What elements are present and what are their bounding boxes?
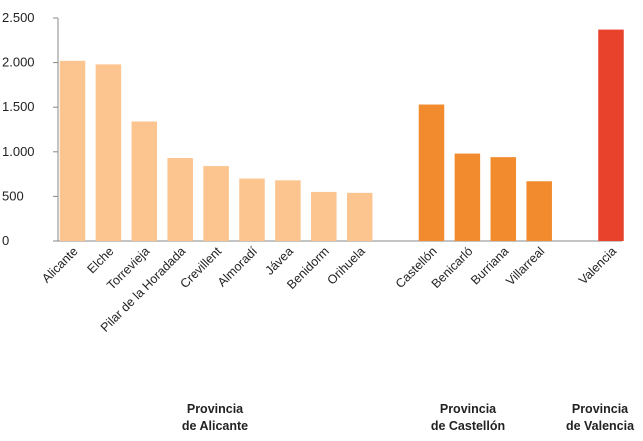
bar <box>239 178 265 241</box>
bar <box>490 157 517 241</box>
bar <box>131 121 158 241</box>
group-label-line1: Provincia <box>186 402 244 416</box>
group-label-line1: Provincia <box>571 402 629 416</box>
group-label-line1: Provincia <box>439 402 497 416</box>
bar <box>311 191 337 241</box>
category-label: Valencia <box>576 244 619 287</box>
bar <box>346 192 373 241</box>
bar <box>418 104 445 241</box>
group-label-line2: de Valencia <box>565 419 635 433</box>
y-tick-label: 2.500 <box>2 10 35 25</box>
category-label: Villarreal <box>503 244 547 288</box>
category-label: Orihuela <box>325 244 368 287</box>
bars <box>59 29 624 241</box>
bar <box>95 64 122 241</box>
bar <box>59 60 86 241</box>
y-tick-label: 1.000 <box>2 144 35 159</box>
category-label: Almoradí <box>215 244 261 290</box>
group-label: Provincia de Castellón <box>408 401 528 435</box>
bar <box>275 180 301 241</box>
group-label-line2: de Alicante <box>181 419 249 433</box>
category-label: Jávea <box>263 244 297 278</box>
y-tick-label: 500 <box>2 188 24 203</box>
y-tick-label: 2.000 <box>2 55 35 70</box>
bar <box>454 153 481 241</box>
y-tick-label: 0 <box>2 233 9 248</box>
bar <box>526 181 552 241</box>
group-label-line2: de Castellón <box>430 419 506 433</box>
bar <box>598 29 624 241</box>
category-label: Alicante <box>39 244 80 285</box>
bar <box>167 158 193 241</box>
category-label: Elche <box>85 244 117 276</box>
group-label: Provincia de Alicante <box>155 401 275 435</box>
y-tick-label: 1.500 <box>2 99 35 114</box>
bar <box>203 166 229 241</box>
group-label: Provincia de Valencia <box>540 401 643 435</box>
